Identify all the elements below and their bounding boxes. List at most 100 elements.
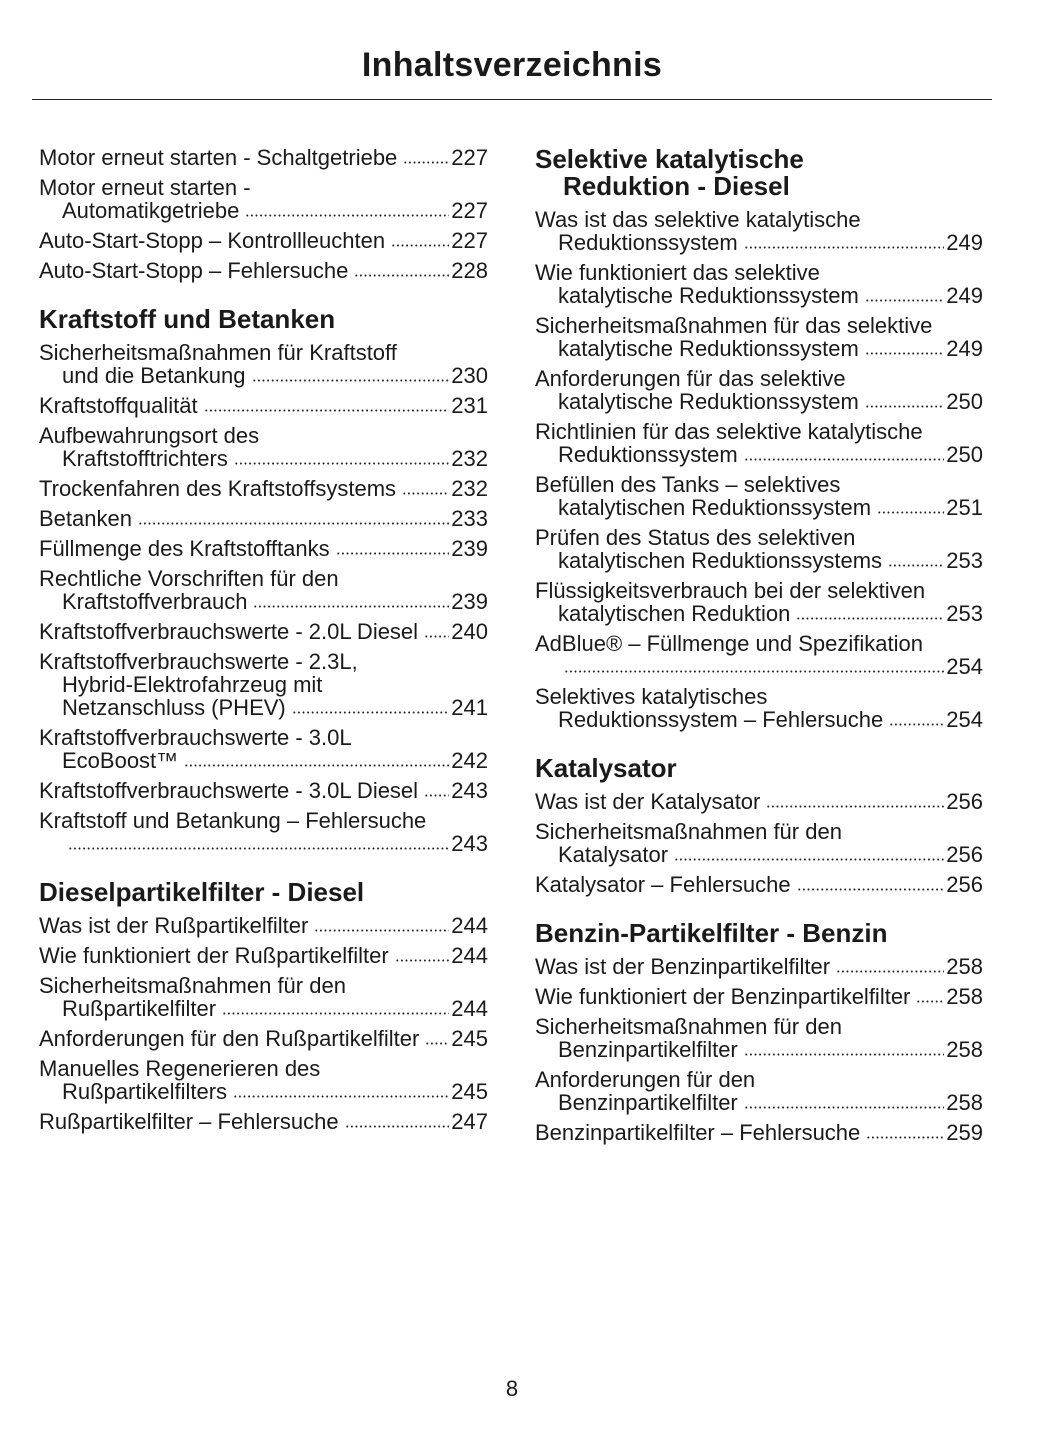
toc-column: Motor erneut starten - Schaltgetriebe 227…	[39, 146, 488, 1140]
dot-leader	[344, 1125, 450, 1128]
entry-text: Katalysator – Fehlersuche	[535, 872, 791, 897]
heading-line: Katalysator	[535, 753, 677, 783]
entry-text: Motor erneut starten -	[39, 175, 251, 200]
entry-text: Kraftstoff und Betankung – Fehlersuche	[39, 808, 427, 833]
toc-entry: Prüfen des Status des selektiven katalyti…	[535, 526, 983, 572]
entry-row: Netzanschluss (PHEV) 241	[39, 696, 488, 719]
dot-leader	[836, 970, 945, 973]
dot-leader	[674, 858, 945, 861]
toc-entry: Motor erneut starten - Automatikgetriebe 2…	[39, 176, 488, 222]
entry-text: Benzinpartikelfilter – Fehlersuche	[535, 1120, 861, 1145]
entry-text: Wie funktioniert das selektive	[535, 260, 820, 285]
toc-entry: Sicherheitsmaßnahmen für den Rußpartikelf…	[39, 974, 488, 1020]
entry-row: katalytischen Reduktion 253	[535, 602, 983, 625]
entry-row: Katalysator 256	[535, 843, 983, 866]
entry-text: Rechtliche Vorschriften für den	[39, 566, 339, 591]
toc-entry: Wie funktioniert der Benzinpartikelfilte…	[535, 985, 983, 1008]
entry-row: Kraftstoffverbrauchswerte - 3.0L Diesel 2…	[39, 779, 488, 802]
page-ref: 232	[451, 446, 488, 471]
entry-line: Kraftstoff und Betankung – Fehlersuche	[39, 809, 488, 832]
entry-row: Rußpartikelfilter 244	[39, 997, 488, 1020]
entry-text: Kraftstoffqualität	[39, 393, 198, 418]
entry-text: Was ist der Katalysator	[535, 789, 761, 814]
toc-section: Dieselpartikelfilter - Diesel Was ist der…	[39, 879, 488, 1134]
entry-text: Automatikgetriebe	[62, 198, 240, 223]
toc-entry: Sicherheitsmaßnahmen für das selektive ka…	[535, 314, 983, 360]
entry-row: Wie funktioniert der Benzinpartikelfilte…	[535, 985, 983, 1008]
entry-row: Benzinpartikelfilter 258	[535, 1038, 983, 1061]
page-ref: 231	[451, 393, 488, 418]
entry-row: Auto-Start-Stopp – Fehlersuche 228	[39, 259, 488, 282]
dot-leader	[68, 847, 450, 850]
entry-text: katalytische Reduktionssystem	[558, 336, 859, 361]
toc-entry: Aufbewahrungsort des Kraftstofftrichters 2…	[39, 424, 488, 470]
entry-text: Anforderungen für den	[535, 1067, 756, 1092]
entry-row: Betanken 233	[39, 507, 488, 530]
page-ref: 253	[946, 548, 983, 573]
page-ref: 239	[451, 589, 488, 614]
toc-entry: Manuelles Regenerieren des Rußpartikelfil…	[39, 1057, 488, 1103]
entry-row: Wie funktioniert der Rußpartikelfilter 24…	[39, 944, 488, 967]
page-ref: 259	[946, 1120, 983, 1145]
entry-text: Kraftstoffverbrauchswerte - 2.3L,	[39, 649, 358, 674]
page-ref: 227	[451, 198, 488, 223]
page-title: Inhaltsverzeichnis	[361, 46, 663, 84]
entry-row: Trockenfahren des Kraftstoffsystems 232	[39, 477, 488, 500]
dot-leader	[335, 552, 450, 555]
entry-text: Betanken	[39, 506, 132, 531]
dot-leader	[796, 888, 945, 891]
section-heading: Dieselpartikelfilter - Diesel	[39, 879, 488, 906]
dot-leader	[864, 405, 945, 408]
dot-leader	[314, 929, 450, 932]
dot-leader	[291, 711, 450, 714]
page-ref: 232	[451, 476, 488, 501]
dot-leader	[233, 1095, 450, 1098]
entry-row: Rußpartikelfilters 245	[39, 1080, 488, 1103]
toc-entry: Trockenfahren des Kraftstoffsystems 232	[39, 477, 488, 500]
entry-text: Sicherheitsmaßnahmen für den	[535, 819, 842, 844]
toc-entry: Wie funktioniert das selektive katalytisc…	[535, 261, 983, 307]
entry-text: Wie funktioniert der Benzinpartikelfilte…	[535, 984, 911, 1009]
dot-leader	[743, 458, 945, 461]
entry-text: Was ist das selektive katalytische	[535, 207, 861, 232]
toc-entry: Auto-Start-Stopp – Fehlersuche 228	[39, 259, 488, 282]
page-ref: 254	[946, 707, 983, 732]
entry-text: Rußpartikelfilters	[62, 1079, 228, 1104]
page-ref: 244	[451, 913, 488, 938]
title-rule	[32, 99, 992, 100]
entry-row: Rußpartikelfilter – Fehlersuche 247	[39, 1110, 488, 1133]
page-ref: 258	[946, 984, 983, 1009]
toc-entry: Was ist der Katalysator 256	[535, 790, 983, 813]
page-ref: 244	[451, 996, 488, 1021]
toc-entry: Sicherheitsmaßnahmen für den Katalysator 2…	[535, 820, 983, 866]
entry-text: Sicherheitsmaßnahmen für den	[535, 1014, 842, 1039]
toc-entry: Richtlinien für das selektive katalytisc…	[535, 420, 983, 466]
entry-row: katalytische Reduktionssystem 250	[535, 390, 983, 413]
toc-entry: Anforderungen für den Benzinpartikelfilte…	[535, 1068, 983, 1114]
toc-entry: Anforderungen für das selektive katalytis…	[535, 367, 983, 413]
entry-text: Kraftstoffverbrauch	[62, 589, 248, 614]
toc-entry: Flüssigkeitsverbrauch bei der selektiven…	[535, 579, 983, 625]
dot-leader	[403, 161, 450, 164]
dot-leader	[424, 635, 450, 638]
entry-text: katalytische Reduktionssystem	[558, 389, 859, 414]
dot-leader	[866, 1136, 945, 1139]
dot-leader	[402, 492, 450, 495]
entry-text: Reduktionssystem	[558, 442, 738, 467]
entry-text: Benzinpartikelfilter	[558, 1090, 738, 1115]
entry-row: Kraftstoffverbrauchswerte - 2.0L Diesel 2…	[39, 620, 488, 643]
toc-entry: Betanken 233	[39, 507, 488, 530]
dot-leader	[864, 352, 945, 355]
page-ref: 247	[451, 1109, 488, 1134]
toc-entry: Rußpartikelfilter – Fehlersuche 247	[39, 1110, 488, 1133]
page-ref: 228	[451, 258, 488, 283]
page-ref: 243	[451, 831, 488, 856]
toc-section: Selektive katalytische Reduktion - Diesel…	[535, 146, 983, 732]
page-ref: 256	[946, 842, 983, 867]
dot-leader	[425, 1042, 450, 1045]
entry-text: Selektives katalytisches	[535, 684, 768, 709]
entry-text: Katalysator	[558, 842, 669, 867]
entry-text: Manuelles Regenerieren des	[39, 1056, 321, 1081]
entry-text: Was ist der Rußpartikelfilter	[39, 913, 309, 938]
